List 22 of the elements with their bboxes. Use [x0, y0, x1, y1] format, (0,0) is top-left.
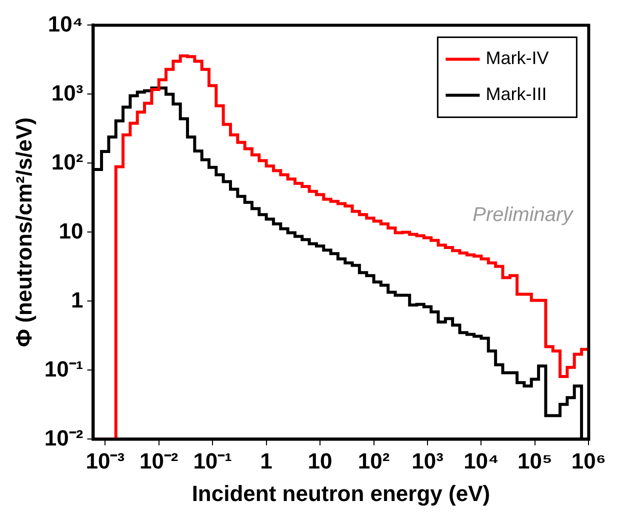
x-tick-label: 10⁵	[518, 448, 552, 474]
y-tick-label: 10³	[51, 80, 84, 106]
x-tick-label: 10⁻²	[139, 448, 178, 474]
y-tick-label: 10⁻²	[44, 425, 84, 450]
x-tick-label: 10⁴	[464, 448, 499, 474]
x-tick-label: 10⁻³	[86, 448, 125, 474]
x-tick-label: 10⁶	[571, 448, 606, 474]
x-tick-label: 10²	[358, 448, 390, 474]
y-tick-label: 10⁻¹	[44, 356, 84, 382]
y-axis-title: Φ (neutrons/cm²/s/eV)	[11, 117, 36, 347]
legend-label: Mark-III	[486, 84, 547, 104]
x-tick-label: 10	[308, 448, 332, 474]
legend-label: Mark-IV	[486, 48, 549, 68]
y-tick-label: 1	[70, 287, 84, 312]
x-tick-label: 10³	[412, 448, 444, 474]
annotation: Preliminary	[472, 204, 574, 226]
x-tick-label: 10⁻¹	[193, 448, 232, 474]
y-tick-label: 10⁴	[48, 11, 84, 36]
x-tick-label: 1	[260, 448, 272, 474]
y-tick-label: 10²	[51, 149, 84, 174]
y-tick-label: 10	[58, 218, 84, 244]
x-axis-title: Incident neutron energy (eV)	[192, 480, 490, 506]
